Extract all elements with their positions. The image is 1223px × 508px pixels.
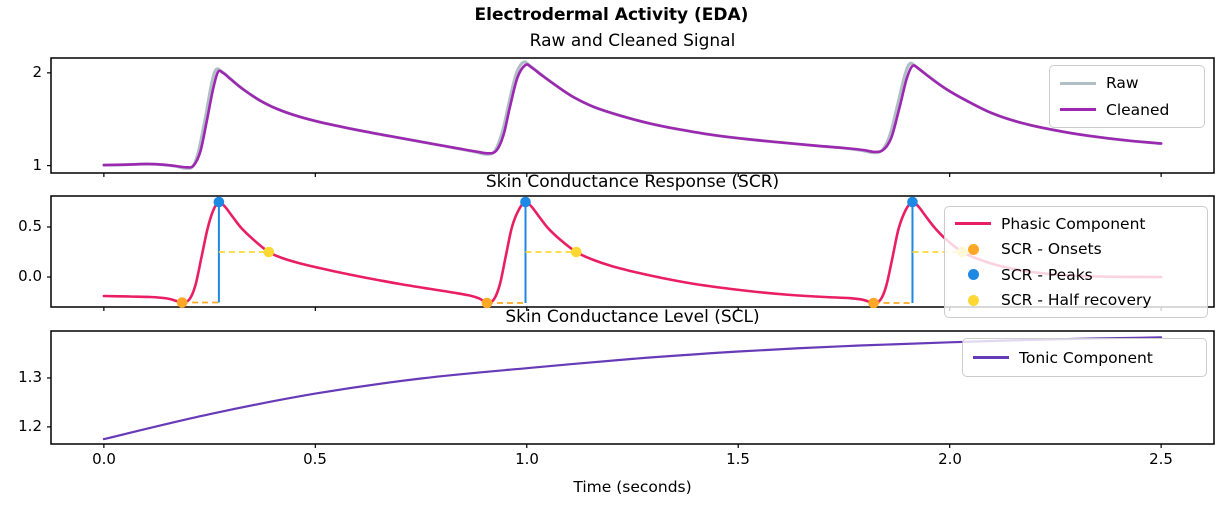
legend-label: Raw (1106, 74, 1139, 93)
legend-row: Tonic Component (973, 343, 1196, 372)
legend-swatch-box (955, 269, 991, 281)
legend-row: SCR - Onsets (955, 237, 1197, 263)
legend-line-swatch (1060, 108, 1096, 112)
legend-label: SCR - Half recovery (1001, 291, 1152, 310)
legend-label: Phasic Component (1001, 214, 1146, 233)
legend-line-swatch (955, 222, 991, 226)
legend-dot-swatch (967, 243, 979, 255)
axes-frame (50, 195, 1215, 308)
scr-onsets-marker (481, 297, 493, 309)
legend-dot-swatch (967, 269, 979, 281)
scr-peaks-marker (907, 196, 918, 208)
legend-tonic: Tonic Component (962, 338, 1207, 377)
scr-onsets-marker (176, 297, 188, 308)
legend-raw-cleaned: Raw Cleaned (1049, 65, 1205, 128)
subplot-3-title: Skin Conductance Level (SCL) (505, 307, 760, 327)
s3-y-tick-label-12: 1.2 (18, 417, 42, 435)
legend-swatch-box (1060, 81, 1096, 85)
legend-swatch-box (973, 356, 1009, 359)
legend-scr: Phasic Component SCR - Onsets SCR - Peaks S… (944, 206, 1208, 318)
legend-label: Tonic Component (1019, 348, 1153, 367)
s1-y-tick-label-1: 1 (32, 156, 42, 174)
legend-swatch-box (955, 243, 991, 255)
legend-label: Cleaned (1106, 100, 1170, 119)
legend-line-swatch (973, 356, 1009, 359)
x-axis-label: Time (seconds) (573, 478, 692, 496)
x-tick-label-5: 2.5 (1149, 450, 1173, 468)
scr-peaks-marker (520, 196, 531, 208)
legend-row: SCR - Peaks (955, 262, 1197, 288)
scr-half-recovery-marker (263, 246, 275, 258)
legend-swatch-box (955, 294, 991, 306)
legend-row: Cleaned (1060, 97, 1194, 124)
axes-frame (50, 330, 1215, 445)
legend-row: Phasic Component (955, 211, 1197, 237)
x-tick-label-2: 1.0 (515, 450, 539, 468)
legend-dot-swatch (967, 294, 979, 306)
legend-label: SCR - Onsets (1001, 240, 1102, 259)
legend-swatch-box (1060, 108, 1096, 112)
s2-y-tick-label-00: 0.0 (18, 267, 42, 285)
legend-line-swatch (1060, 81, 1096, 85)
scr-peaks-marker (213, 196, 225, 208)
legend-swatch-box (955, 222, 991, 226)
x-tick-label-1: 0.5 (303, 450, 327, 468)
legend-row: Raw (1060, 70, 1194, 97)
x-tick-label-0: 0.0 (92, 450, 116, 468)
x-tick-label-3: 1.5 (726, 450, 750, 468)
legend-row: SCR - Half recovery (955, 288, 1197, 314)
x-tick-label-4: 2.0 (938, 450, 962, 468)
subplot-2-title: Skin Conductance Response (SCR) (485, 172, 780, 192)
scr-half-recovery-marker (570, 246, 582, 258)
axes-frame (50, 57, 1215, 174)
s3-y-tick-label-13: 1.3 (18, 368, 42, 386)
s1-y-tick-label-2: 2 (32, 63, 42, 81)
legend-label: SCR - Peaks (1001, 265, 1093, 284)
scr-onsets-marker (868, 297, 879, 309)
s2-y-tick-label-05: 0.5 (18, 217, 42, 235)
subplot-1-title: Raw and Cleaned Signal (529, 31, 736, 51)
raw-line (102, 60, 1163, 170)
figure-title: Electrodermal Activity (EDA) (474, 5, 749, 25)
cleaned-line (102, 63, 1163, 169)
